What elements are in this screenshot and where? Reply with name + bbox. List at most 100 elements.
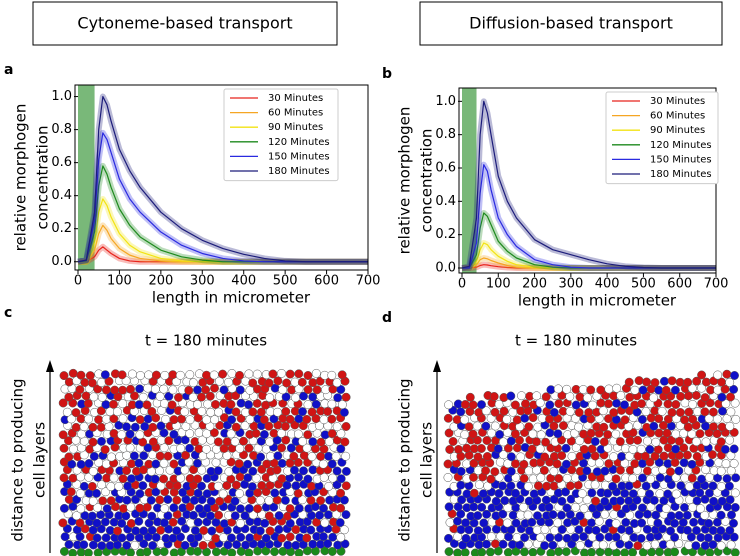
- cell: [268, 369, 278, 379]
- cell: [68, 368, 78, 378]
- cell: [659, 496, 669, 506]
- cell: [549, 466, 559, 476]
- panel-label: d: [382, 310, 392, 326]
- cell: [88, 496, 98, 506]
- cell: [294, 369, 304, 379]
- cell: [621, 444, 630, 454]
- cell: [612, 383, 622, 393]
- cell-field: [443, 369, 740, 556]
- cell: [523, 510, 533, 520]
- cell: [561, 547, 571, 556]
- cell: [582, 466, 592, 476]
- cell: [682, 510, 692, 520]
- cell: [548, 540, 558, 550]
- cell: [311, 368, 321, 378]
- cell: [210, 383, 219, 393]
- cell: [211, 458, 221, 467]
- cell: [71, 422, 81, 432]
- cell: [142, 547, 152, 556]
- cell: [535, 533, 545, 543]
- cell: [599, 422, 609, 432]
- cell: [528, 429, 538, 439]
- arrow-head: [46, 360, 54, 372]
- cell: [92, 533, 102, 543]
- line: [462, 164, 716, 269]
- cell: [579, 532, 589, 542]
- cell: [188, 510, 198, 520]
- cell: [333, 540, 343, 550]
- cell: [287, 385, 297, 395]
- cell: [164, 436, 174, 446]
- cell: [671, 489, 681, 499]
- cell: [177, 516, 187, 526]
- cell: [211, 400, 220, 409]
- cell: [336, 474, 346, 484]
- cell: [150, 474, 160, 484]
- cell: [653, 518, 663, 528]
- line: [77, 132, 368, 263]
- cell: [97, 541, 107, 551]
- cell: [444, 502, 454, 512]
- cell: [294, 503, 304, 513]
- cell: [641, 481, 651, 491]
- cell: [180, 407, 190, 417]
- cell: [303, 430, 313, 440]
- cell: [587, 444, 597, 454]
- cell: [134, 400, 144, 410]
- cell: [88, 422, 98, 432]
- cell: [92, 488, 101, 498]
- cell: [500, 496, 510, 506]
- cell: [562, 384, 572, 394]
- cell: [117, 370, 127, 380]
- cell: [650, 466, 660, 476]
- cell: [663, 443, 673, 453]
- cell: [84, 414, 94, 424]
- cell: [226, 474, 236, 484]
- cell: [474, 408, 484, 417]
- cell: [515, 435, 524, 445]
- cell: [708, 450, 717, 460]
- cell: [219, 385, 229, 395]
- y-tick-label: 0.8: [51, 122, 72, 137]
- cell: [676, 481, 686, 491]
- cell: [665, 467, 675, 477]
- cell: [273, 451, 283, 461]
- cell: [519, 459, 529, 469]
- cell: [716, 541, 726, 551]
- cell: [252, 369, 262, 379]
- cell: [535, 398, 545, 408]
- cell: [587, 488, 597, 498]
- cell: [697, 370, 707, 380]
- cell: [277, 458, 287, 468]
- cell: [490, 421, 500, 431]
- cell: [695, 488, 705, 498]
- cell: [320, 518, 330, 528]
- cell: [562, 533, 572, 543]
- cell: [531, 437, 541, 447]
- x-axis-label: length in micrometer: [518, 292, 677, 310]
- cell: [118, 474, 128, 484]
- cell: [460, 415, 470, 425]
- cell: [227, 548, 237, 556]
- cell: [291, 481, 301, 491]
- cell: [671, 429, 681, 439]
- cell: [528, 547, 538, 556]
- cell: [594, 458, 604, 468]
- cell: [64, 392, 74, 402]
- cell: [730, 398, 740, 408]
- cell: [716, 526, 726, 536]
- cell: [146, 495, 156, 505]
- cell: [490, 407, 500, 417]
- cell: [243, 459, 253, 469]
- cell: [327, 459, 337, 469]
- cell: [729, 427, 739, 437]
- cell: [336, 429, 346, 439]
- cell: [180, 524, 190, 534]
- cell: [655, 489, 665, 499]
- cell: [96, 406, 106, 416]
- cell: [540, 525, 550, 534]
- cell: [546, 548, 556, 556]
- cell: [122, 540, 132, 550]
- cell: [519, 547, 529, 556]
